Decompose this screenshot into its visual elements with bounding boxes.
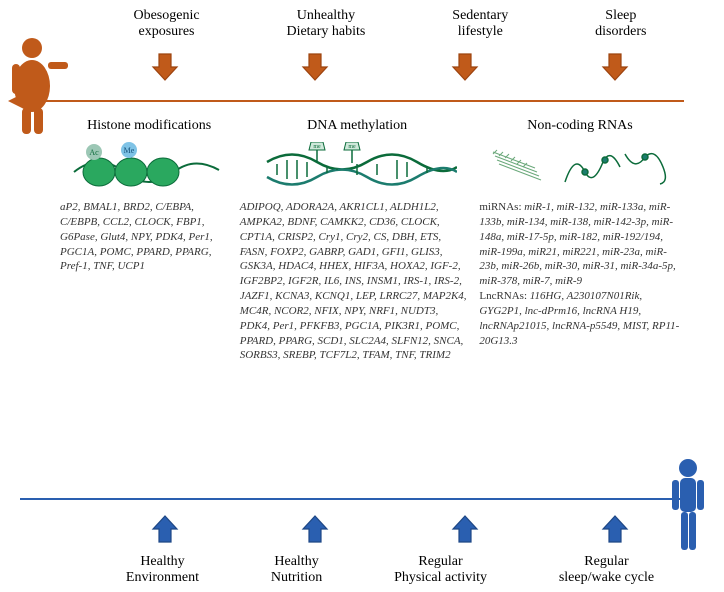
factor-sleep-disorders: Sleep disorders: [595, 8, 646, 40]
gene-lists: aP2, BMAL1, BRD2, C/EBPA, C/EBPB, CCL2, …: [60, 200, 694, 363]
dna-genes: ADIPOQ, ADORA2A, AKR1CL1, ALDH1L2, AMPKA…: [240, 200, 480, 363]
healthy-factors-row: Healthy Environment Healthy Nutrition Re…: [90, 554, 690, 586]
down-arrow-icon: [150, 52, 180, 82]
factor-sedentary: Sedentary lifestyle: [452, 8, 508, 40]
histone-icon: Ac Me: [69, 142, 229, 192]
lncrna-label: LncRNAs:: [479, 290, 527, 302]
svg-text:me: me: [313, 144, 321, 150]
factor-activity: Regular Physical activity: [394, 554, 487, 586]
svg-text:Me: Me: [124, 146, 135, 155]
factor-obesogenic: Obesogenic exposures: [133, 8, 199, 40]
histone-genes: aP2, BMAL1, BRD2, C/EBPA, C/EBPB, CCL2, …: [60, 200, 240, 363]
ncrna-header: Non-coding RNAs: [476, 118, 684, 134]
down-arrow-icon: [300, 52, 330, 82]
unhealthy-factors-row: Obesogenic exposures Unhealthy Dietary h…: [90, 8, 690, 40]
ncrna-icon: [485, 142, 675, 192]
factor-environment: Healthy Environment: [126, 554, 199, 586]
mirna-label: miRNAs:: [479, 201, 521, 213]
factor-diet: Unhealthy Dietary habits: [286, 8, 365, 40]
svg-text:Ac: Ac: [89, 148, 99, 157]
dna-helix-icon: me me: [257, 142, 457, 192]
mirna-list: miR-1, miR-132, miR-133a, miR-133b, miR-…: [479, 201, 675, 287]
histone-header: Histone modifications: [60, 118, 238, 134]
down-arrow-icon: [600, 52, 630, 82]
healthy-person-icon: [658, 456, 718, 556]
down-arrow-icon: [450, 52, 480, 82]
mechanism-headers: Histone modifications DNA methylation No…: [60, 118, 684, 134]
factor-sleep-cycle: Regular sleep/wake cycle: [559, 554, 654, 586]
orange-arrows-row: [90, 52, 690, 82]
ncrna-genes: miRNAs: miR-1, miR-132, miR-133a, miR-13…: [479, 200, 694, 363]
svg-text:me: me: [348, 144, 356, 150]
dna-header: DNA methylation: [238, 118, 476, 134]
factor-nutrition: Healthy Nutrition: [271, 554, 322, 586]
up-arrow-icon: [150, 514, 180, 544]
illustrations-row: Ac Me me me: [60, 142, 684, 192]
blue-flow-line: [20, 498, 684, 500]
orange-flow-line: [20, 100, 684, 102]
up-arrow-icon: [600, 514, 630, 544]
up-arrow-icon: [450, 514, 480, 544]
up-arrow-icon: [300, 514, 330, 544]
blue-arrows-row: [90, 514, 690, 544]
